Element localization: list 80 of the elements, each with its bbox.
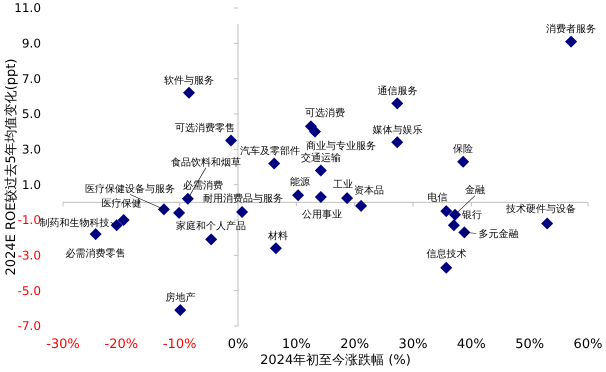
annotation: 医疗保健设备与服务 (84, 182, 175, 195)
x-axis-title: 2024年初至今涨跌幅 (%) (260, 353, 411, 368)
x-tick-label: 30% (398, 337, 428, 352)
annotation: 能源 (290, 176, 310, 188)
point (391, 136, 404, 148)
annotation: 耐用消费品与服务 (203, 192, 284, 205)
annotation: 交通运输 (300, 152, 341, 164)
annotation: 多元金融 (478, 228, 518, 240)
annotation: 医疗保健 (102, 198, 142, 210)
x-tick-label: -20% (104, 337, 138, 352)
x-tick-label: 10% (282, 337, 311, 352)
y-tick-label: 9.0 (22, 36, 41, 51)
annotation: 家庭和个人产品 (176, 220, 246, 232)
point (270, 242, 282, 254)
annotation: 电信 (427, 192, 448, 204)
point (90, 228, 102, 240)
point (268, 157, 280, 170)
annotation: 材料 (266, 230, 288, 242)
annotation: 可选消费 (304, 106, 345, 119)
annotation: 信息技术 (426, 248, 466, 260)
point (314, 164, 327, 177)
point (565, 36, 578, 48)
annotation: 银行 (460, 210, 482, 221)
annotation: 必需消费零售 (66, 248, 126, 260)
y-tick-label: 11.0 (14, 1, 41, 16)
point (118, 214, 130, 226)
point (309, 126, 321, 138)
point (458, 226, 470, 238)
x-tick-label: 50% (515, 337, 544, 352)
point (440, 205, 452, 218)
point (183, 86, 195, 99)
y-tick-label: -3.0 (18, 248, 41, 263)
annotation: 房地产 (165, 292, 196, 304)
point (341, 192, 354, 204)
x-tick-label: -10% (162, 337, 196, 352)
y-axis-title: 2024E ROE较过去5年均值变化(ppt) (4, 58, 19, 276)
annotation: 保险 (453, 143, 474, 156)
point (355, 200, 368, 212)
y-tick-label: 7.0 (22, 72, 41, 86)
point (174, 304, 186, 316)
point (292, 189, 304, 202)
annotation: 技术硬件与设备 (505, 203, 576, 216)
annotation: 金融 (465, 184, 485, 196)
annotation: 食品饮料和烟草 (170, 156, 241, 168)
point (391, 97, 404, 110)
annotation: 汽车及零部件 (240, 144, 300, 157)
point (110, 219, 123, 232)
annotation: 资本品 (354, 184, 384, 196)
annotation: 媒体与娱乐 (372, 124, 422, 136)
annotation: 工业 (333, 178, 354, 191)
y-tick-label: -7.0 (18, 319, 41, 334)
point (314, 191, 327, 204)
y-tick-label: 5.0 (22, 107, 41, 122)
point (173, 206, 186, 219)
annotation: 可选消费零售 (175, 122, 235, 134)
point (182, 192, 194, 205)
x-tick-label: 40% (456, 337, 486, 352)
x-tick-label: -30% (46, 337, 80, 352)
annotation: 制药和生物科技 (40, 216, 110, 229)
point (205, 233, 218, 246)
point (448, 219, 460, 232)
point (440, 262, 452, 274)
point (225, 134, 237, 146)
y-tick-label: -1.0 (18, 213, 41, 228)
x-tick-label: 60% (574, 337, 602, 352)
x-tick-label: 20% (340, 337, 370, 352)
point (457, 156, 470, 168)
annotation: 通信服务 (377, 84, 418, 97)
annotation: 公用事业 (302, 208, 342, 221)
point (449, 208, 461, 221)
y-tick-label: 3.0 (22, 142, 41, 157)
annotation: 软件与服务 (164, 74, 214, 86)
y-tick-label: -5.0 (18, 284, 41, 298)
point (236, 206, 248, 218)
x-tick-label: 0% (228, 337, 248, 352)
point (541, 218, 554, 230)
y-tick-label: 1.0 (22, 178, 41, 192)
point (158, 203, 170, 216)
annotation: 商业与专业服务 (306, 140, 376, 152)
annotation: 消费者服务 (546, 23, 596, 36)
